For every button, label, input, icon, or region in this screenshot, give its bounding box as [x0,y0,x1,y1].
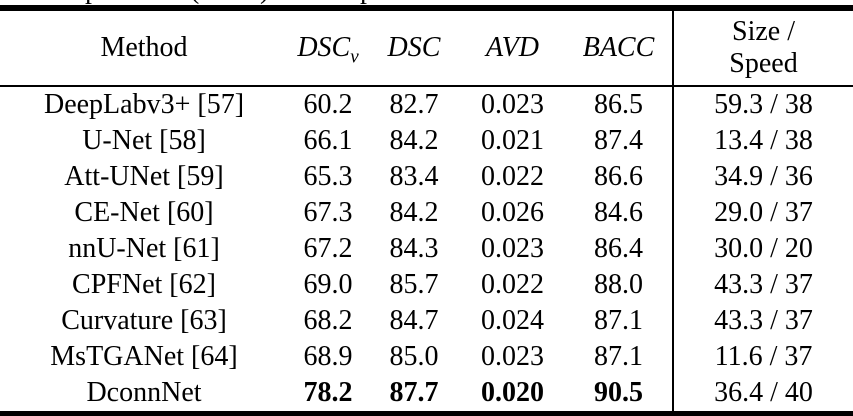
cell-dsc: 87.7 [389,377,439,408]
column-header-bacc: BACC [565,8,673,87]
cell-dsc: 83.4 [389,161,439,192]
table-row: DconnNet 78.2 87.7 0.020 90.5 36.4 / 40 [0,375,853,414]
cell-avd: 0.022 [481,269,544,300]
table-row: CPFNet [62] 69.0 85.7 0.022 88.0 43.3 / 37 [0,267,853,303]
table-row: Curvature [63] 68.2 84.7 0.024 87.1 43.3 / 37 [0,303,853,339]
cell-bacc: 87.1 [594,341,643,372]
cell-method: Att-UNet [59] [64,161,224,192]
column-header-dsc: DSC [368,8,460,87]
cell-avd: 0.022 [481,161,544,192]
column-header-label: BACC [582,32,655,63]
table-row: nnU-Net [61] 67.2 84.3 0.023 86.4 30.0 / 20 [0,231,853,267]
cell-bacc: 84.6 [594,197,643,228]
cell-dscv: 78.2 [303,377,353,408]
cell-avd: 0.023 [481,89,544,120]
caption-glyph-fragment: ( [190,0,199,4]
column-header-label: DSC [297,32,351,63]
table-row: U-Net [58] 66.1 84.2 0.021 87.4 13.4 / 38 [0,123,853,159]
cell-dscv: 68.2 [303,305,353,336]
table-body: DeepLabv3+ [57] 60.2 82.7 0.023 86.5 59.3 / 3… [0,86,853,414]
cell-bacc: 87.1 [594,305,643,336]
cell-dsc: 84.2 [389,125,439,156]
caption-glyph-fragment: p [85,0,99,4]
header-row: Method DSCv DSC AVD BACC Size / Speed [0,8,853,87]
cell-dsc: 84.2 [389,197,439,228]
cell-bacc: 90.5 [594,377,643,408]
column-header-avd: AVD [460,8,565,87]
cell-method: CPFNet [62] [72,269,216,300]
cell-size_speed: 36.4 / 40 [672,375,853,414]
column-header-label: AVD [485,32,540,63]
cell-size_speed: 43.3 / 37 [672,303,853,339]
cell-method: MsTGANet [64] [50,341,238,372]
cell-avd: 0.026 [481,197,544,228]
cell-method: Curvature [63] [61,305,227,336]
cell-method: DeepLabv3+ [57] [43,89,245,120]
results-table: Method DSCv DSC AVD BACC Size / Speed DeepLabv… [0,5,853,416]
cell-method: nnU-Net [61] [68,233,220,264]
table-row: MsTGANet [64] 68.9 85.0 0.023 87.1 11.6 / 37 [0,339,853,375]
cell-size_speed: 59.3 / 38 [672,86,853,123]
table-row: DeepLabv3+ [57] 60.2 82.7 0.023 86.5 59.3 / 3… [0,86,853,123]
cell-dscv: 60.2 [303,89,353,120]
table-header: Method DSCv DSC AVD BACC Size / Speed [0,8,853,87]
cell-size_speed: 29.0 / 37 [672,195,853,231]
cell-dscv: 67.2 [303,233,353,264]
cell-size_speed: 43.3 / 37 [672,267,853,303]
cell-method: U-Net [58] [82,125,206,156]
cell-size_speed: 13.4 / 38 [672,123,853,159]
cell-dsc: 84.7 [389,305,439,336]
cell-dsc: 82.7 [389,89,439,120]
cell-dsc: 84.3 [389,233,439,264]
cell-dscv: 67.3 [303,197,353,228]
cell-avd: 0.020 [481,377,544,408]
cell-bacc: 86.5 [594,89,643,120]
column-header-line: Size / [732,16,795,47]
cell-dscv: 69.0 [303,269,353,300]
column-header-method: Method [0,8,288,87]
cell-method: CE-Net [60] [74,197,214,228]
cell-dscv: 66.1 [303,125,353,156]
cell-size_speed: 11.6 / 37 [672,339,853,375]
column-header-size_speed: Size / Speed [672,8,853,87]
column-header-subscript: v [350,46,359,68]
cell-method: DconnNet [86,377,202,408]
column-header-label: DSC [387,32,441,63]
cell-bacc: 86.6 [594,161,643,192]
table-row: CE-Net [60] 67.3 84.2 0.026 84.6 29.0 / 37 [0,195,853,231]
column-header-label: Method [100,32,188,63]
cell-size_speed: 30.0 / 20 [672,231,853,267]
cell-dscv: 68.9 [303,341,353,372]
cell-avd: 0.023 [481,233,544,264]
cell-avd: 0.023 [481,341,544,372]
column-header-dscv: DSCv [288,8,368,87]
table-row: Att-UNet [59] 65.3 83.4 0.022 86.6 34.9 / 36 [0,159,853,195]
cell-dscv: 65.3 [303,161,353,192]
cell-bacc: 87.4 [594,125,643,156]
caption-glyph-fragment: ) [260,0,269,4]
cell-dsc: 85.0 [389,341,439,372]
column-header-line: Speed [729,48,798,79]
cell-dsc: 85.7 [389,269,439,300]
cell-avd: 0.021 [481,125,544,156]
cell-bacc: 88.0 [594,269,643,300]
cell-size_speed: 34.9 / 36 [672,159,853,195]
caption-glyph-fragment: p [360,0,374,4]
cell-avd: 0.024 [481,305,544,336]
cropped-caption-fragment: p () p [0,0,853,5]
cell-bacc: 86.4 [594,233,643,264]
